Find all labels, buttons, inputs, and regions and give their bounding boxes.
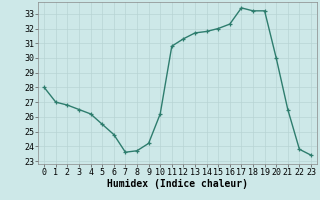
X-axis label: Humidex (Indice chaleur): Humidex (Indice chaleur) bbox=[107, 179, 248, 189]
